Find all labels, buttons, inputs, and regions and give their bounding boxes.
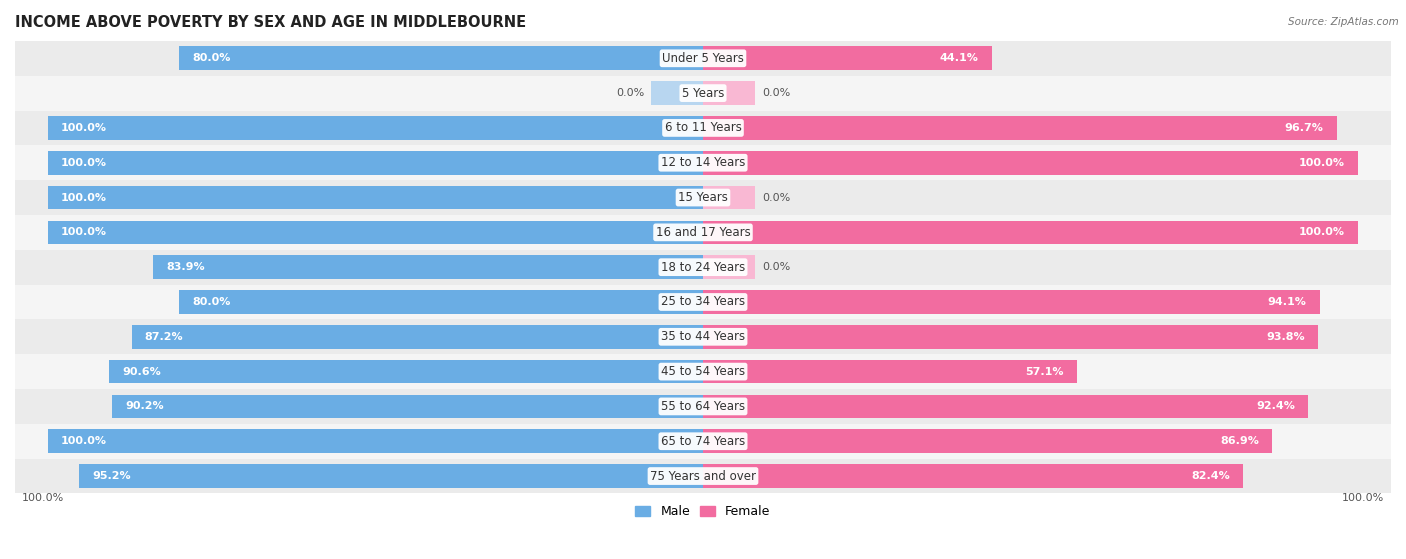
- Bar: [15, 319, 1391, 354]
- Bar: [703, 81, 755, 105]
- Bar: [703, 186, 755, 210]
- Bar: [179, 290, 703, 314]
- Bar: [15, 458, 1391, 494]
- Bar: [15, 215, 1391, 250]
- Text: 90.6%: 90.6%: [122, 367, 162, 377]
- Bar: [110, 360, 703, 383]
- Bar: [179, 46, 703, 70]
- Bar: [48, 116, 703, 140]
- Text: 0.0%: 0.0%: [762, 262, 790, 272]
- Bar: [15, 285, 1391, 319]
- Bar: [703, 255, 755, 279]
- Bar: [15, 111, 1391, 145]
- Bar: [703, 429, 1272, 453]
- Text: 90.2%: 90.2%: [125, 401, 163, 411]
- Bar: [651, 81, 703, 105]
- Bar: [15, 75, 1391, 111]
- Text: 80.0%: 80.0%: [191, 297, 231, 307]
- Text: 15 Years: 15 Years: [678, 191, 728, 204]
- Bar: [15, 389, 1391, 424]
- Bar: [703, 116, 1337, 140]
- Bar: [703, 151, 1358, 174]
- Text: Source: ZipAtlas.com: Source: ZipAtlas.com: [1288, 17, 1399, 27]
- Bar: [15, 424, 1391, 458]
- Text: 0.0%: 0.0%: [616, 88, 644, 98]
- Text: 75 Years and over: 75 Years and over: [650, 470, 756, 482]
- Bar: [703, 360, 1077, 383]
- Text: 100.0%: 100.0%: [60, 192, 107, 202]
- Text: 93.8%: 93.8%: [1265, 332, 1305, 342]
- Text: 5 Years: 5 Years: [682, 87, 724, 100]
- Text: 100.0%: 100.0%: [60, 436, 107, 446]
- Bar: [112, 395, 703, 418]
- Bar: [48, 151, 703, 174]
- Text: 35 to 44 Years: 35 to 44 Years: [661, 330, 745, 343]
- Text: 44.1%: 44.1%: [941, 53, 979, 63]
- Text: 65 to 74 Years: 65 to 74 Years: [661, 435, 745, 448]
- Text: 0.0%: 0.0%: [762, 192, 790, 202]
- Text: 100.0%: 100.0%: [60, 228, 107, 238]
- Text: 82.4%: 82.4%: [1191, 471, 1230, 481]
- Bar: [703, 46, 993, 70]
- Text: 100.0%: 100.0%: [1299, 158, 1346, 168]
- Text: 95.2%: 95.2%: [93, 471, 131, 481]
- Text: 57.1%: 57.1%: [1025, 367, 1064, 377]
- Bar: [48, 186, 703, 210]
- Bar: [132, 325, 703, 349]
- Bar: [15, 250, 1391, 285]
- Text: 25 to 34 Years: 25 to 34 Years: [661, 296, 745, 309]
- Bar: [153, 255, 703, 279]
- Text: 100.0%: 100.0%: [60, 158, 107, 168]
- Text: 83.9%: 83.9%: [166, 262, 205, 272]
- Bar: [15, 354, 1391, 389]
- Bar: [703, 290, 1320, 314]
- Text: 92.4%: 92.4%: [1257, 401, 1295, 411]
- Text: 55 to 64 Years: 55 to 64 Years: [661, 400, 745, 413]
- Bar: [48, 429, 703, 453]
- Bar: [703, 220, 1358, 244]
- Text: 94.1%: 94.1%: [1268, 297, 1306, 307]
- Bar: [703, 395, 1309, 418]
- Text: 80.0%: 80.0%: [191, 53, 231, 63]
- Bar: [15, 180, 1391, 215]
- Bar: [79, 464, 703, 488]
- Text: 100.0%: 100.0%: [60, 123, 107, 133]
- Text: 16 and 17 Years: 16 and 17 Years: [655, 226, 751, 239]
- Text: 86.9%: 86.9%: [1220, 436, 1260, 446]
- Text: INCOME ABOVE POVERTY BY SEX AND AGE IN MIDDLEBOURNE: INCOME ABOVE POVERTY BY SEX AND AGE IN M…: [15, 15, 526, 30]
- Text: 18 to 24 Years: 18 to 24 Years: [661, 260, 745, 274]
- Text: 6 to 11 Years: 6 to 11 Years: [665, 121, 741, 134]
- Bar: [15, 41, 1391, 75]
- Text: 0.0%: 0.0%: [762, 88, 790, 98]
- Text: 12 to 14 Years: 12 to 14 Years: [661, 156, 745, 169]
- Text: 100.0%: 100.0%: [1343, 494, 1385, 504]
- Text: 100.0%: 100.0%: [21, 494, 63, 504]
- Legend: Male, Female: Male, Female: [630, 500, 776, 523]
- Text: 100.0%: 100.0%: [1299, 228, 1346, 238]
- Text: Under 5 Years: Under 5 Years: [662, 52, 744, 65]
- Bar: [48, 220, 703, 244]
- Bar: [703, 325, 1317, 349]
- Bar: [15, 145, 1391, 180]
- Text: 87.2%: 87.2%: [145, 332, 183, 342]
- Text: 45 to 54 Years: 45 to 54 Years: [661, 365, 745, 378]
- Bar: [703, 464, 1243, 488]
- Text: 96.7%: 96.7%: [1285, 123, 1323, 133]
